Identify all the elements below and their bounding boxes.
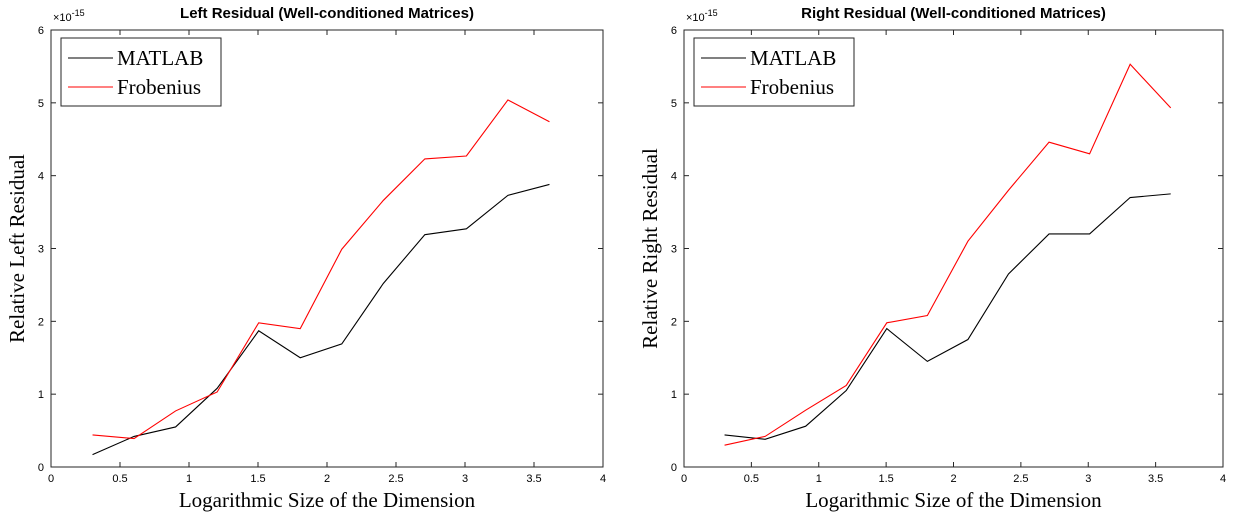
- x-axis-label: Logarithmic Size of the Dimension: [805, 488, 1102, 512]
- x-tick-label: 1.5: [878, 473, 893, 485]
- x-tick-label: 1.5: [250, 473, 265, 485]
- x-axis-label: Logarithmic Size of the Dimension: [179, 488, 476, 512]
- x-tick-label: 0: [681, 473, 687, 485]
- x-tick-label: 3.5: [1148, 473, 1163, 485]
- legend-label-frobenius: Frobenius: [750, 75, 834, 99]
- legend-box: [693, 37, 855, 107]
- y-tick-label: 4: [671, 171, 677, 183]
- y-tick-label: 1: [38, 389, 44, 401]
- y-exponent-power: -15: [72, 8, 85, 18]
- y-axis-label: Relative Left Residual: [5, 154, 29, 343]
- x-tick-label: 1: [816, 473, 822, 485]
- legend-label-frobenius: Frobenius: [117, 75, 201, 99]
- x-tick-label: 2: [950, 473, 956, 485]
- chart-2: 0 0.5 1 1.5 2 2.5 3 3.5 4 0 1 2 3 4 5 6 ×10-15 Right Resi…: [638, 5, 1226, 512]
- y-tick-label: 3: [38, 244, 44, 256]
- legend-label-matlab: MATLAB: [750, 46, 836, 70]
- x-tick-label: 0: [48, 473, 54, 485]
- y-tick-label: 3: [671, 244, 677, 256]
- x-tick-label: 0.5: [744, 473, 759, 485]
- y-tick-label: 6: [38, 25, 44, 37]
- x-tick-label: 3: [1085, 473, 1091, 485]
- y-tick-label: 0: [671, 462, 677, 474]
- x-tick-label: 4: [600, 473, 606, 485]
- chart-1: 0 0.5 1 1.5 2 2.5 3 3.5 4 0 1 2 3 4 5 6 ×10-15 Left Resid…: [5, 5, 606, 512]
- x-tick-label: 3.5: [526, 473, 541, 485]
- y-tick-label: 5: [671, 98, 677, 110]
- y-tick-label: 0: [38, 462, 44, 474]
- series-line-frobenius: [92, 99, 550, 440]
- x-tick-label: 2.5: [1013, 473, 1028, 485]
- x-tick-label: 0.5: [112, 473, 127, 485]
- chart-title: Right Residual (Well-conditioned Matrice…: [801, 5, 1106, 22]
- chart-title: Left Residual (Well-conditioned Matrices…: [180, 5, 474, 22]
- series-line-matlab: [92, 183, 550, 456]
- series-line-matlab: [724, 193, 1171, 440]
- y-tick-label: 5: [38, 98, 44, 110]
- legend-box: [60, 37, 222, 107]
- y-exponent-power: -15: [705, 8, 718, 18]
- legend-label-matlab: MATLAB: [117, 46, 203, 70]
- y-tick-label: 2: [671, 316, 677, 328]
- y-axis-label: Relative Right Residual: [638, 148, 662, 349]
- y-tick-label: 4: [38, 171, 44, 183]
- y-exponent-label: ×10-15: [53, 8, 85, 24]
- series-line-frobenius: [724, 63, 1172, 446]
- x-tick-label: 2: [324, 473, 330, 485]
- x-tick-label: 1: [186, 473, 192, 485]
- y-exponent-label: ×10-15: [686, 8, 718, 24]
- y-tick-label: 2: [38, 316, 44, 328]
- x-tick-label: 3: [462, 473, 468, 485]
- y-tick-label: 1: [671, 389, 677, 401]
- x-tick-label: 4: [1220, 473, 1226, 485]
- x-tick-label: 2.5: [388, 473, 403, 485]
- y-tick-label: 6: [671, 25, 677, 37]
